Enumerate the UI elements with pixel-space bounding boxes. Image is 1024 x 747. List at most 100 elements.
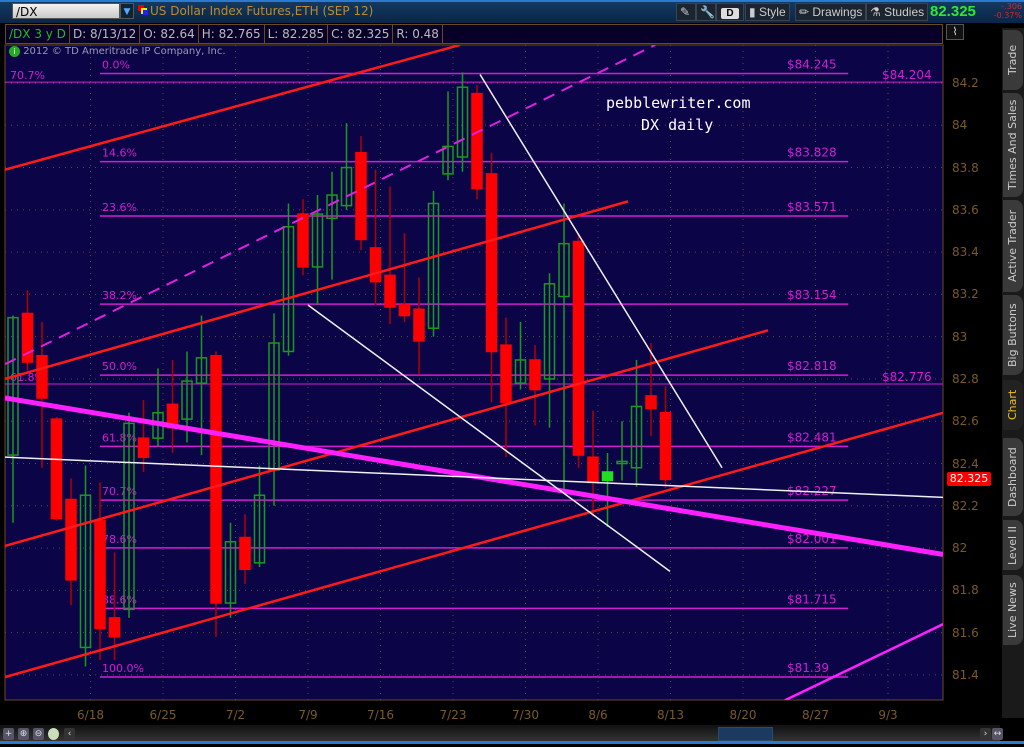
info-open: O: 82.64 (140, 25, 199, 43)
candle-body (514, 359, 527, 384)
crosshair-icon[interactable]: + (3, 728, 14, 740)
sidebar-tab-times-and-sales[interactable]: Times And Sales (1003, 93, 1023, 197)
fib-price-label: $82.818 (787, 359, 837, 373)
info-close: C: 82.325 (328, 25, 394, 43)
candle-body (587, 456, 599, 484)
y-tick-label: 83.8 (952, 160, 979, 175)
style-button[interactable]: ▮ Style (745, 3, 790, 21)
candle-body (630, 405, 643, 469)
trendline (5, 45, 461, 171)
y-tick-label: 84.2 (952, 76, 979, 90)
x-tick-label: 6/18 (77, 708, 104, 722)
copyright: i 2012 © TD Ameritrade IP Company, Inc. (9, 46, 226, 57)
info-date: D: 8/13/12 (70, 25, 141, 43)
y-tick-label: 82.4 (952, 456, 979, 471)
y-tick-label: 83.6 (952, 202, 979, 217)
sidebar-tab-live-news[interactable]: Live News (1003, 575, 1023, 645)
symbol-dropdown-chevron-down-icon[interactable]: ▼ (120, 3, 134, 19)
scroll-left-icon[interactable]: ‹ (64, 728, 75, 740)
fib-percent-label: 38.2% (102, 289, 137, 302)
candle-body (123, 422, 135, 611)
scroll-right-icon[interactable]: › (980, 728, 991, 740)
candle-body (36, 354, 48, 399)
zoom-out-icon[interactable]: ⊖ (33, 728, 44, 740)
aggregation-button[interactable]: D (716, 3, 744, 21)
symbol-input[interactable]: /DX (12, 3, 120, 19)
sidebar-tab-active-trader[interactable]: Active Trader (1003, 200, 1023, 292)
candle-body (282, 226, 295, 353)
fib-percent-label: 0.0% (102, 58, 130, 71)
y-tick-label: 81.8 (952, 583, 979, 598)
fib-price-label: $83.828 (787, 146, 837, 160)
trendline (307, 304, 671, 572)
study-label[interactable]: /DX 3 y D (6, 25, 70, 43)
candle-body (500, 344, 512, 403)
candle-body (224, 540, 237, 604)
trendline (5, 395, 943, 557)
y-tick-label: 83.4 (952, 245, 979, 260)
candle-body (7, 316, 19, 456)
candle-body (65, 498, 77, 581)
candle-body (94, 519, 106, 630)
candle-body (398, 304, 411, 317)
drawing-tools-icon[interactable]: ✎ (676, 3, 696, 21)
studies-button[interactable]: ⚗ Studies (866, 3, 929, 21)
watermark-line2: DX daily (641, 116, 713, 134)
x-tick-label: 7/23 (439, 708, 467, 722)
info-low: L: 82.285 (265, 25, 329, 43)
candle-body (355, 152, 367, 241)
candle-body (253, 494, 266, 564)
sidebar-tab-trade[interactable]: Trade (1003, 30, 1023, 90)
drawings-button[interactable]: ✏ Drawings (795, 3, 867, 21)
scrollbar[interactable] (0, 725, 1000, 741)
instrument-title: US Dollar Index Futures,ETH (SEP 12) (150, 4, 374, 18)
fib-percent-label: 70.7% (102, 485, 137, 498)
sidebar-tab-chart[interactable]: Chart (1003, 380, 1023, 430)
wrench-icon[interactable]: 🔧 (696, 3, 716, 21)
zoom-in-icon[interactable]: ⊕ (18, 728, 29, 740)
info-icon[interactable]: i (9, 46, 20, 57)
candle-body (137, 437, 150, 458)
sidebar-tab-big-buttons[interactable]: Big Buttons (1003, 295, 1023, 375)
ohlc-info-bar: /DX 3 y D D: 8/13/12 O: 82.64 H: 82.765 … (5, 24, 943, 44)
sidebar: Trade Times And Sales Active Trader Big But… (1002, 28, 1024, 718)
y-tick-label: 82.6 (952, 414, 979, 429)
x-tick-label: 9/3 (878, 708, 898, 722)
candle-body (311, 213, 324, 268)
candles (7, 72, 672, 667)
y-tick-label: 81.6 (952, 625, 979, 640)
candle-body (50, 418, 63, 520)
sidebar-tab-level-ii[interactable]: Level II (1003, 520, 1023, 570)
expand-icon[interactable]: ↔ (992, 728, 1003, 740)
chart-mode-icon[interactable]: ⌇ (946, 24, 964, 40)
sidebar-tab-dashboard[interactable]: Dashboard (1003, 438, 1023, 516)
trendline (5, 45, 656, 366)
flask-icon: ⚗ (870, 5, 885, 19)
candle-body (384, 274, 396, 308)
copyright-text: 2012 © TD Ameritrade IP Company, Inc. (23, 46, 226, 57)
candle-body (79, 494, 92, 649)
style-label: Style (758, 5, 786, 19)
fib-price-label: $82.481 (787, 430, 837, 444)
reset-zoom-icon[interactable] (48, 728, 59, 740)
y-tick-label: 82.2 (952, 498, 979, 513)
candle-body (210, 354, 222, 604)
scroll-thumb[interactable] (718, 727, 773, 741)
candle-body (340, 166, 353, 207)
candle-body (297, 213, 309, 268)
candle-body (659, 412, 672, 481)
trendline (479, 74, 723, 469)
fib-price-label: $84.245 (787, 57, 837, 71)
link-color-icon[interactable] (138, 5, 148, 15)
trendline (5, 200, 629, 381)
trendline (5, 456, 943, 499)
candle-body (326, 194, 338, 220)
candle-body (195, 357, 208, 384)
x-tick-label: 7/16 (367, 708, 394, 722)
info-high: H: 82.765 (199, 25, 265, 43)
last-price: 82.325 (930, 3, 976, 20)
candle-body (485, 173, 498, 353)
pencil-icon: ✏ (799, 5, 813, 19)
candle-body (456, 86, 469, 158)
